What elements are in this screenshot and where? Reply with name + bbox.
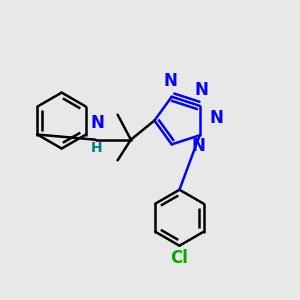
Text: Cl: Cl <box>170 249 188 267</box>
Text: N: N <box>209 109 223 127</box>
Text: H: H <box>91 141 103 155</box>
Text: N: N <box>191 137 205 155</box>
Text: N: N <box>163 72 177 90</box>
Text: N: N <box>90 114 104 132</box>
Text: N: N <box>194 81 208 99</box>
